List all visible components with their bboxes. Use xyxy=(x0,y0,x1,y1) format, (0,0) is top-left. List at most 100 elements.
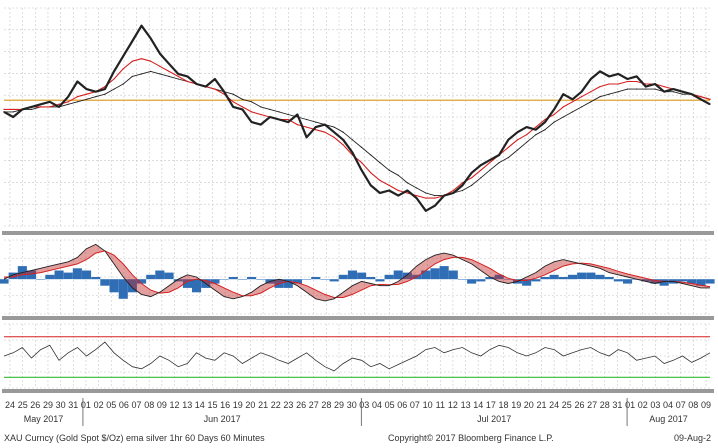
price-point xyxy=(581,91,583,93)
price-point xyxy=(306,136,308,138)
ema-short-point xyxy=(663,86,665,88)
macd-cloud-segment xyxy=(306,285,316,299)
ema-long-point xyxy=(287,113,289,116)
macd-histogram-bar xyxy=(0,279,9,284)
price-point xyxy=(507,139,509,141)
macd-histogram-bar xyxy=(467,279,477,284)
x-tick-label: 07 xyxy=(410,400,420,410)
ema-short-point xyxy=(232,101,234,103)
macd-cloud-segment xyxy=(260,281,270,294)
ema-short-point xyxy=(571,101,574,103)
x-tick-label: 17 xyxy=(486,400,496,410)
price-point xyxy=(186,75,188,77)
macd-cloud-segment xyxy=(269,279,280,288)
macd-histogram-bar xyxy=(8,272,18,280)
price-point xyxy=(131,40,133,42)
month-label: Jun 2017 xyxy=(204,414,241,424)
macd-histogram-bar xyxy=(503,279,513,280)
ema-long-point xyxy=(544,129,546,131)
macd-cloud-segment xyxy=(636,276,646,282)
x-tick-label: 16 xyxy=(220,400,230,410)
ema-short-point xyxy=(67,101,69,103)
ema-long-point xyxy=(251,101,253,103)
macd-histogram-bar xyxy=(91,277,101,280)
ema-short-point xyxy=(12,108,14,110)
macd-cloud-segment xyxy=(618,271,628,277)
price-point xyxy=(654,83,656,85)
price-panel xyxy=(3,24,711,212)
ema-short-point xyxy=(406,192,408,194)
ema-long-point xyxy=(681,93,684,95)
x-tick-label: 14 xyxy=(195,400,205,410)
ema-long-point xyxy=(672,91,674,93)
x-tick-label: 26 xyxy=(30,400,40,410)
price-point xyxy=(379,192,381,194)
macd-cloud-segment xyxy=(425,255,435,271)
price-point xyxy=(553,108,555,110)
x-tick-label: 08 xyxy=(688,400,698,410)
price-point xyxy=(370,184,372,186)
x-tick-label: 19 xyxy=(233,400,243,410)
macd-cloud-segment xyxy=(361,281,371,291)
ema-short-point xyxy=(306,126,308,128)
ema-short-point xyxy=(333,136,335,138)
macd-histogram-bar xyxy=(687,279,697,284)
ema-short-point xyxy=(562,106,564,108)
macd-cloud-segment xyxy=(68,257,78,267)
macd-histogram-bar xyxy=(485,277,495,280)
price-point xyxy=(232,106,234,108)
ema-short-point xyxy=(85,93,88,95)
ema-short-point xyxy=(3,108,5,110)
price-point xyxy=(571,98,574,100)
ema-long-point xyxy=(351,139,353,141)
ema-long-point xyxy=(76,101,78,103)
ema-short-point xyxy=(324,131,326,133)
price-point xyxy=(544,121,546,123)
macd-cloud-segment xyxy=(114,255,124,277)
x-tick-label: 21 xyxy=(258,400,268,410)
ema-short-point xyxy=(489,162,491,164)
ema-short-series-line xyxy=(4,58,711,199)
ema-long-point xyxy=(315,121,317,123)
ema-long-point xyxy=(599,96,601,98)
ema-long-point xyxy=(654,88,656,90)
macd-cloud-segment xyxy=(627,273,637,280)
ema-short-point xyxy=(251,111,253,113)
x-tick-label: 20 xyxy=(524,400,534,410)
ema-long-point xyxy=(361,146,363,148)
macd-histogram-bar xyxy=(623,279,633,284)
x-tick-label: 29 xyxy=(43,400,53,410)
ema-long-point xyxy=(516,149,519,151)
price-point xyxy=(296,113,298,116)
price-point xyxy=(691,93,693,95)
price-point xyxy=(342,139,344,141)
x-tick-label: 31 xyxy=(68,400,78,410)
price-point xyxy=(251,121,253,123)
price-point xyxy=(406,189,408,192)
ema-long-point xyxy=(626,88,629,90)
macd-histogram-bar xyxy=(641,279,651,282)
ema-long-point xyxy=(67,103,69,105)
macd-cloud-segment xyxy=(251,285,261,296)
panel-separator-bar xyxy=(2,389,714,393)
macd-histogram-bar xyxy=(494,274,504,280)
x-tick-label: 20 xyxy=(245,400,255,410)
macd-histogram-bar xyxy=(146,274,156,280)
macd-histogram-bar xyxy=(311,277,321,280)
price-point xyxy=(12,116,14,118)
x-tick-label: 23 xyxy=(283,400,293,410)
x-tick-label: 06 xyxy=(397,400,407,410)
x-tick-label: 18 xyxy=(498,400,508,410)
price-point xyxy=(672,88,674,90)
ema-short-point xyxy=(645,83,647,85)
x-tick-label: 08 xyxy=(144,400,154,410)
macd-histogram-bar xyxy=(338,274,348,280)
ema-long-point xyxy=(498,162,500,164)
x-tick-label: 21 xyxy=(536,400,546,410)
ema-long-point xyxy=(177,78,179,80)
ema-short-point xyxy=(58,103,60,105)
ema-short-point xyxy=(159,65,161,67)
macd-histogram-bar xyxy=(329,279,339,282)
